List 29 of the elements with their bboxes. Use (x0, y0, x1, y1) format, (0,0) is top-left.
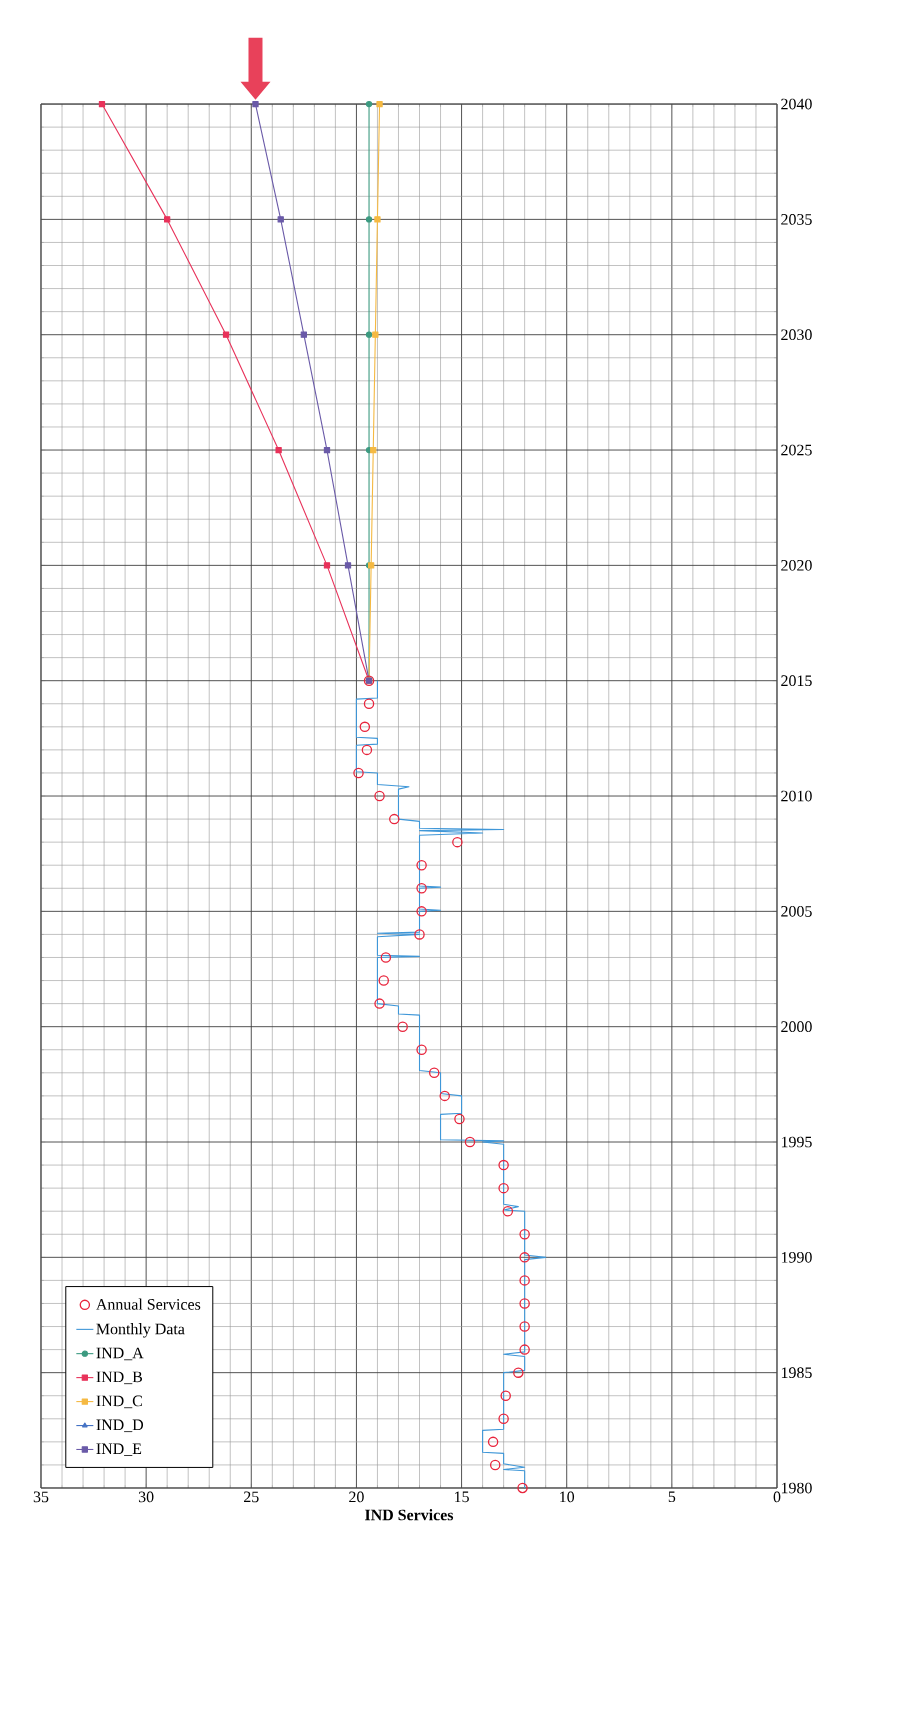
x-tick-label: 30 (138, 1491, 154, 1503)
x-tick-label: 15 (455, 1491, 469, 1503)
x-tick-label: 35 (33, 1491, 49, 1503)
x-tick-label: 10 (560, 1491, 575, 1503)
x-axis-title: IND Services (365, 1509, 454, 1521)
legend-label: Monthly Data (96, 1323, 185, 1338)
y-tick-label: 2030 (781, 329, 812, 341)
legend-label: IND_E (96, 1443, 142, 1456)
y-tick-label: 2010 (781, 790, 812, 802)
y-tick-label: 2005 (781, 905, 812, 917)
x-tick-label: 20 (349, 1491, 364, 1503)
legend-label: Annual Services (96, 1298, 201, 1310)
y-tick-label: 1995 (781, 1136, 812, 1148)
legend-label: IND_A (96, 1347, 144, 1361)
y-tick-label: 2025 (781, 444, 812, 456)
legend-label: IND_D (96, 1419, 144, 1433)
x-tick-label: 0 (773, 1491, 781, 1503)
x-tick-label: 5 (668, 1491, 676, 1503)
y-tick-label: 1990 (781, 1251, 812, 1263)
y-tick-label: 2015 (781, 675, 812, 687)
legend-label: IND_C (96, 1395, 142, 1409)
y-tick-label: 2040 (781, 98, 812, 110)
y-tick-label: 1985 (781, 1367, 812, 1379)
y-tick-label: 1980 (781, 1482, 812, 1494)
y-tick-label: 2020 (781, 559, 812, 571)
legend-label: IND_B (96, 1371, 143, 1385)
y-tick-label: 2035 (781, 214, 812, 225)
x-tick-label: 25 (244, 1491, 259, 1503)
y-tick-label: 2000 (781, 1021, 812, 1033)
